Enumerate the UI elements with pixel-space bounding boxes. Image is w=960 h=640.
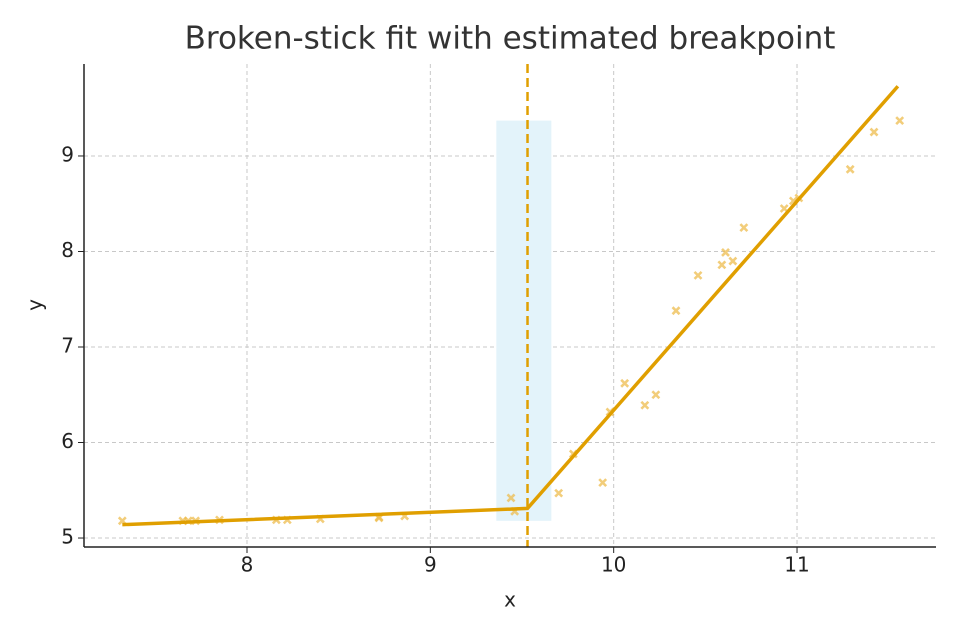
data-point [640,400,650,410]
data-point [845,164,855,174]
y-tick-label: 8 [61,238,74,262]
x-tick-label: 9 [424,553,437,577]
fit-line [122,85,900,527]
data-point [869,127,879,137]
data-point [671,306,681,316]
x-axis-label: x [504,588,516,612]
y-tick-label: 5 [61,525,74,549]
x-tick-label: 8 [241,553,254,577]
data-point [506,493,516,503]
data-point [620,378,630,388]
chart-title: Broken-stick fit with estimated breakpoi… [185,21,836,57]
y-axis-label: y [23,299,47,311]
data-point [717,260,727,270]
data-point [721,248,730,257]
y-tick-label: 9 [61,142,74,166]
x-tick-label: 10 [601,553,626,577]
data-point [728,256,738,266]
data-point [739,223,749,233]
breakpoint-interval [496,120,552,521]
y-tick-label: 7 [61,333,74,357]
data-point [554,488,564,498]
data-point [895,116,905,126]
data-point [693,270,703,280]
data-point [651,390,661,400]
data-point [598,478,608,488]
y-tick-label: 6 [61,429,74,453]
x-tick-label: 11 [784,553,809,577]
